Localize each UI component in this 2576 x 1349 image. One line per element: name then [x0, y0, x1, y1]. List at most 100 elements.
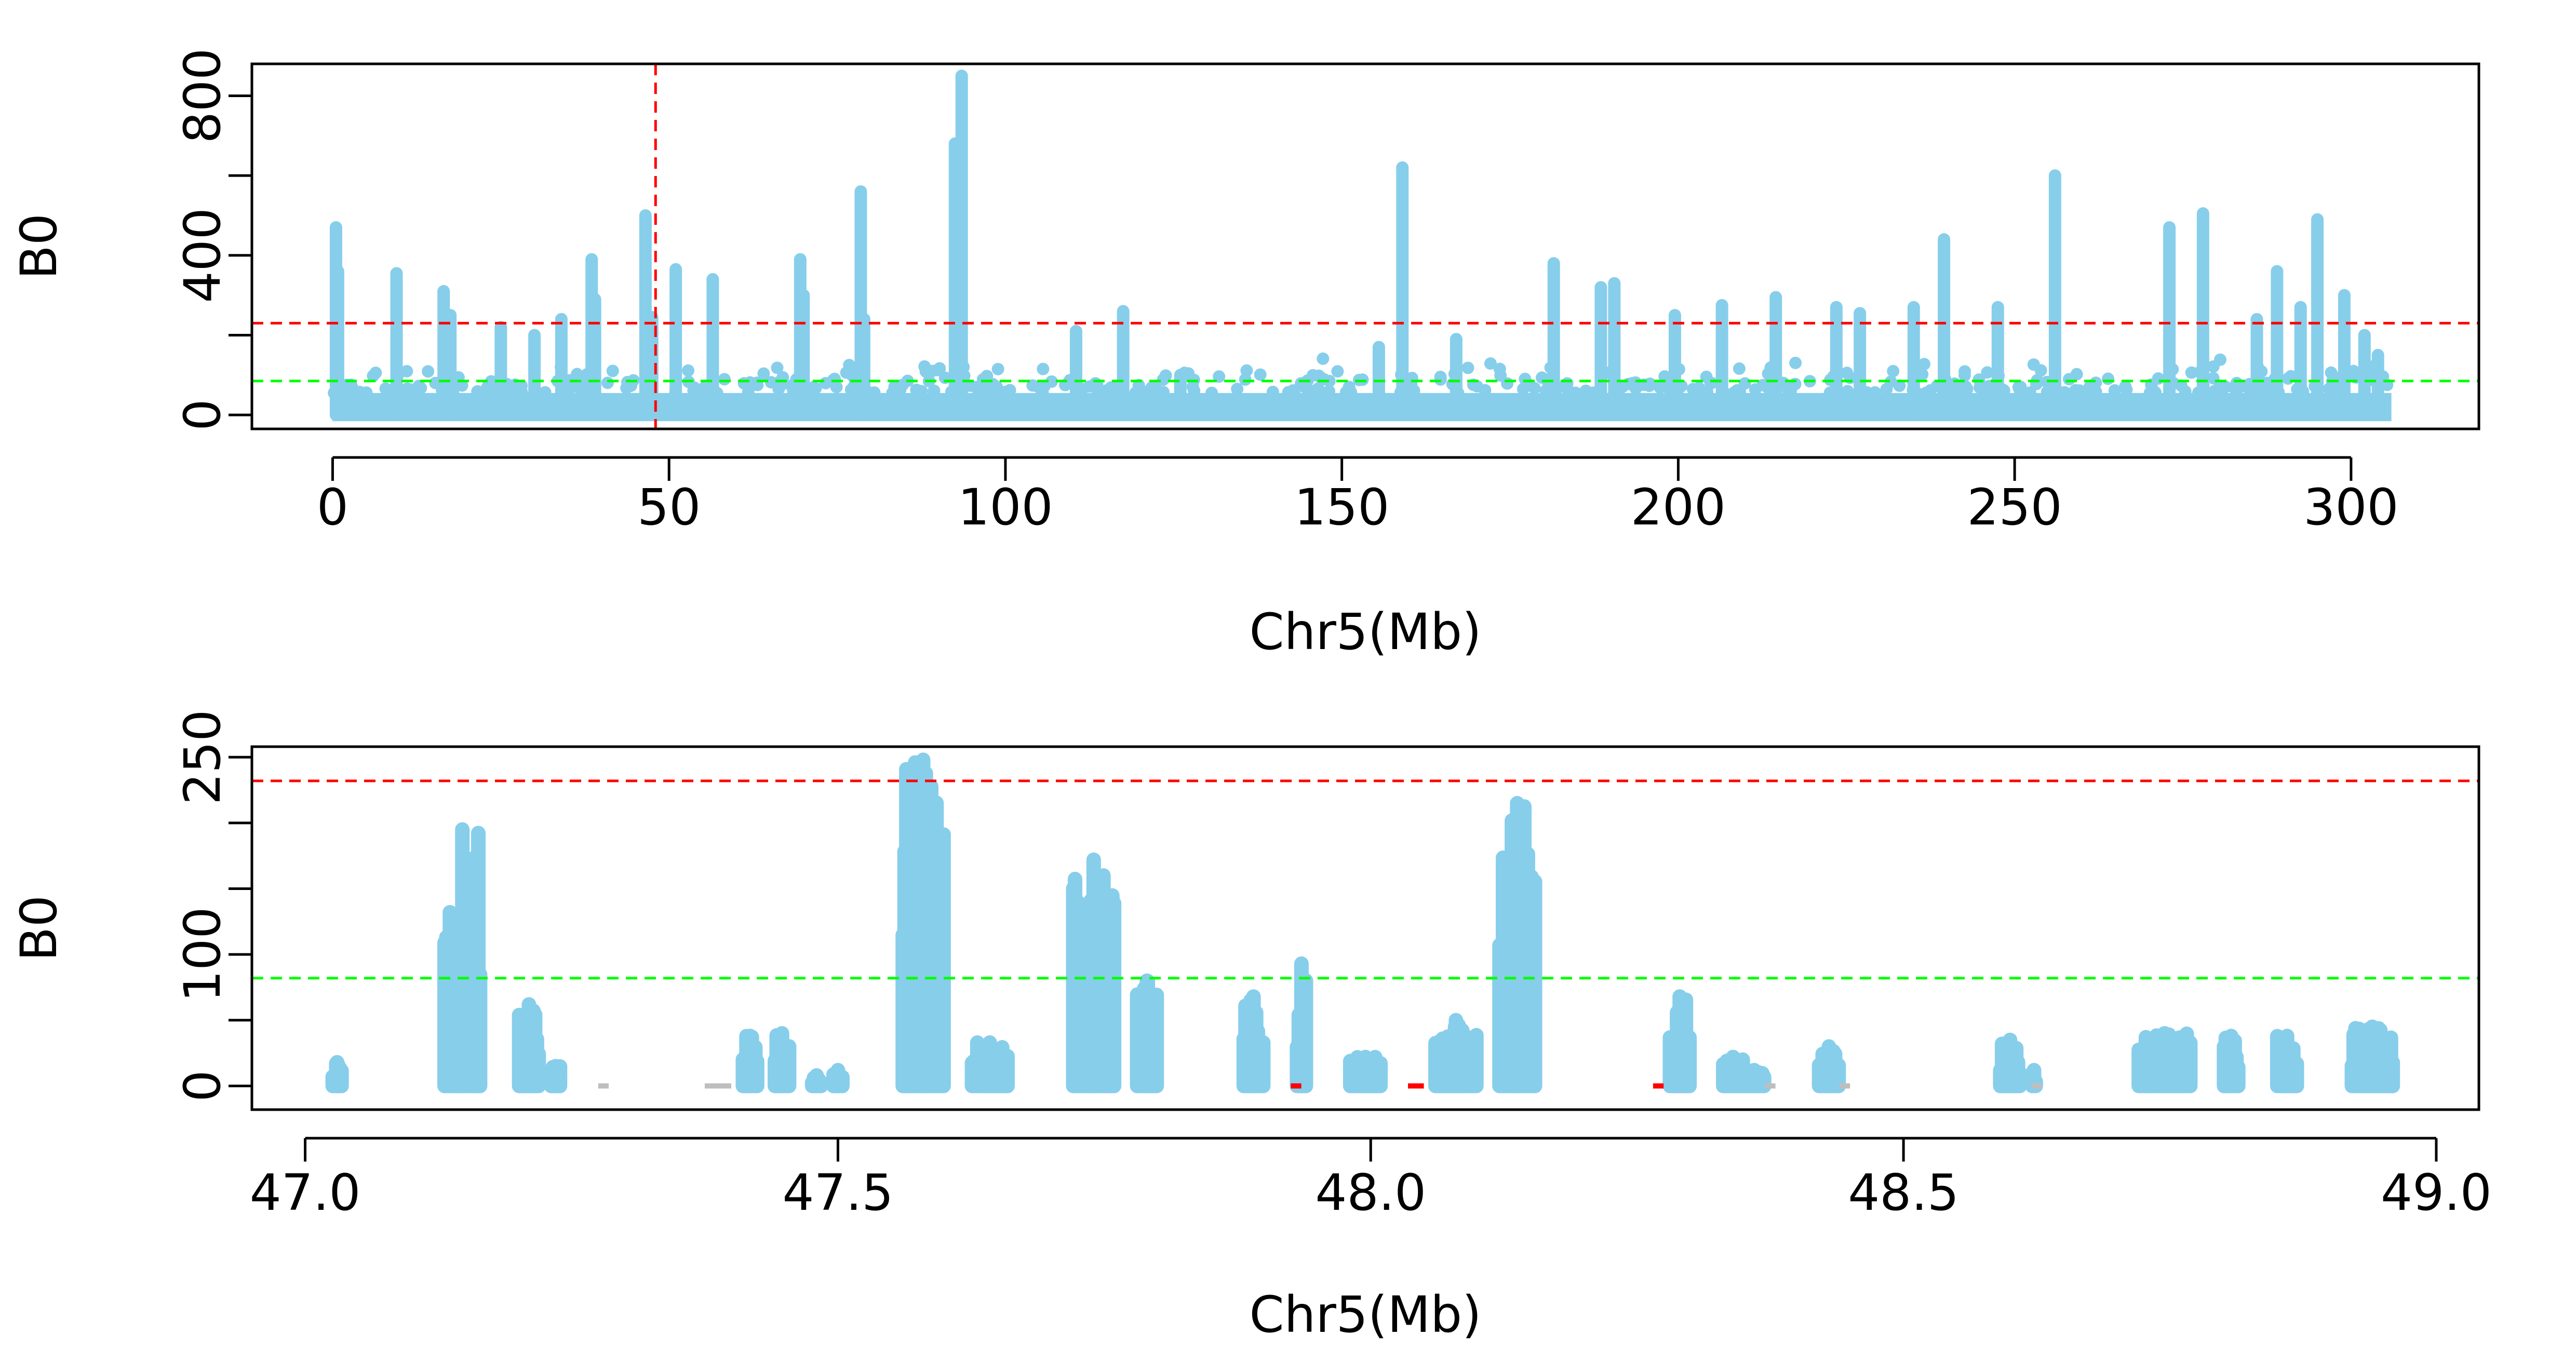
data-point	[843, 359, 856, 372]
data-point	[914, 385, 927, 398]
data-point	[991, 386, 1004, 399]
data-point	[1629, 376, 1642, 389]
y-tick-label: 0	[173, 399, 232, 431]
data-point	[2208, 385, 2221, 398]
data-point	[1213, 370, 1226, 383]
data-point	[485, 375, 498, 388]
data-point	[422, 365, 435, 378]
data-point	[757, 367, 770, 380]
data-point	[2034, 364, 2047, 377]
data-point	[1789, 356, 1802, 369]
y-axis-label: B0	[10, 895, 68, 961]
data-point	[1528, 382, 1541, 395]
data-point	[1686, 383, 1699, 396]
data-point	[601, 376, 614, 389]
data-point	[1331, 365, 1344, 378]
data-point	[1205, 386, 1218, 399]
data-point	[1569, 386, 1582, 399]
data-point	[888, 385, 901, 398]
data-point	[471, 385, 484, 398]
data-point	[515, 379, 528, 392]
data-point	[1579, 384, 1592, 397]
y-tick-label: 250	[173, 710, 232, 805]
data-point	[1461, 361, 1474, 374]
data-point	[1484, 357, 1497, 370]
data-point	[771, 361, 784, 374]
data-point	[1701, 386, 1714, 399]
data-point	[2070, 368, 2083, 381]
y-tick-label: 100	[173, 907, 232, 1002]
data-point	[2323, 382, 2336, 395]
x-tick-label: 50	[637, 478, 701, 536]
data-point	[809, 382, 822, 395]
x-tick-label: 48.5	[1848, 1164, 1959, 1222]
data-point	[401, 382, 414, 395]
data-point	[369, 366, 382, 379]
data-point	[360, 386, 373, 399]
data-point	[2014, 381, 2027, 394]
data-point	[2282, 372, 2295, 385]
data-point	[1045, 375, 1058, 388]
x-axis-label: Chr5(Mb)	[1249, 1286, 1481, 1344]
y-tick-label: 400	[173, 208, 232, 303]
data-point	[1339, 386, 1352, 399]
y-tick-label: 0	[173, 1070, 232, 1102]
data-point	[1471, 380, 1484, 393]
data-point	[1756, 379, 1769, 392]
data-point	[1305, 385, 1318, 398]
data-point	[2089, 376, 2102, 389]
data-point	[981, 370, 994, 383]
data-point	[1317, 352, 1330, 365]
data-point	[413, 382, 426, 395]
data-point	[687, 384, 700, 397]
data-point	[2143, 386, 2156, 399]
data-point	[1841, 385, 1854, 398]
data-point	[2119, 380, 2132, 393]
data-point	[1157, 386, 1170, 399]
data-point	[744, 376, 757, 389]
y-axis-label: B0	[10, 213, 68, 279]
data-point	[718, 373, 731, 386]
data-point	[1188, 384, 1201, 397]
data-point	[1654, 381, 1667, 394]
data-point	[2207, 360, 2220, 373]
data-point	[1266, 385, 1279, 398]
data-point	[682, 364, 695, 377]
data-point	[1950, 385, 1963, 398]
data-point	[931, 363, 944, 376]
data-point	[918, 360, 931, 373]
data-point	[1517, 383, 1530, 396]
data-point	[1092, 386, 1105, 399]
data-point	[868, 386, 881, 399]
data-point	[1254, 368, 1267, 381]
y-tick-label: 800	[173, 48, 232, 143]
x-tick-label: 49.0	[2381, 1164, 2492, 1222]
data-point	[1975, 380, 1988, 393]
data-point	[350, 386, 363, 399]
data-point	[1356, 373, 1369, 386]
data-point	[991, 362, 1004, 375]
data-point	[380, 383, 393, 396]
plot-area	[328, 70, 2394, 422]
x-tick-label: 100	[958, 478, 1053, 536]
data-point	[539, 386, 552, 399]
x-tick-label: 0	[317, 478, 348, 536]
x-tick-label: 150	[1294, 478, 1389, 536]
data-point	[1231, 383, 1244, 396]
data-point	[2108, 384, 2121, 397]
data-point	[2078, 386, 2091, 399]
data-point	[1733, 362, 1746, 375]
data-point	[1924, 384, 1937, 397]
data-point	[928, 384, 941, 397]
data-point	[2023, 386, 2036, 399]
data-point	[2325, 366, 2338, 379]
x-tick-label: 250	[1967, 478, 2062, 536]
data-point	[2089, 385, 2102, 398]
data-point	[1728, 386, 1741, 399]
genome-wide-panel: 0 50 100 150 200 250 300 0 400 800 Chr5(Mb) B0	[10, 48, 2480, 661]
data-point	[505, 386, 518, 399]
data-point	[1869, 386, 1882, 399]
data-point	[1037, 362, 1050, 375]
x-tick-label: 47.0	[250, 1164, 361, 1222]
